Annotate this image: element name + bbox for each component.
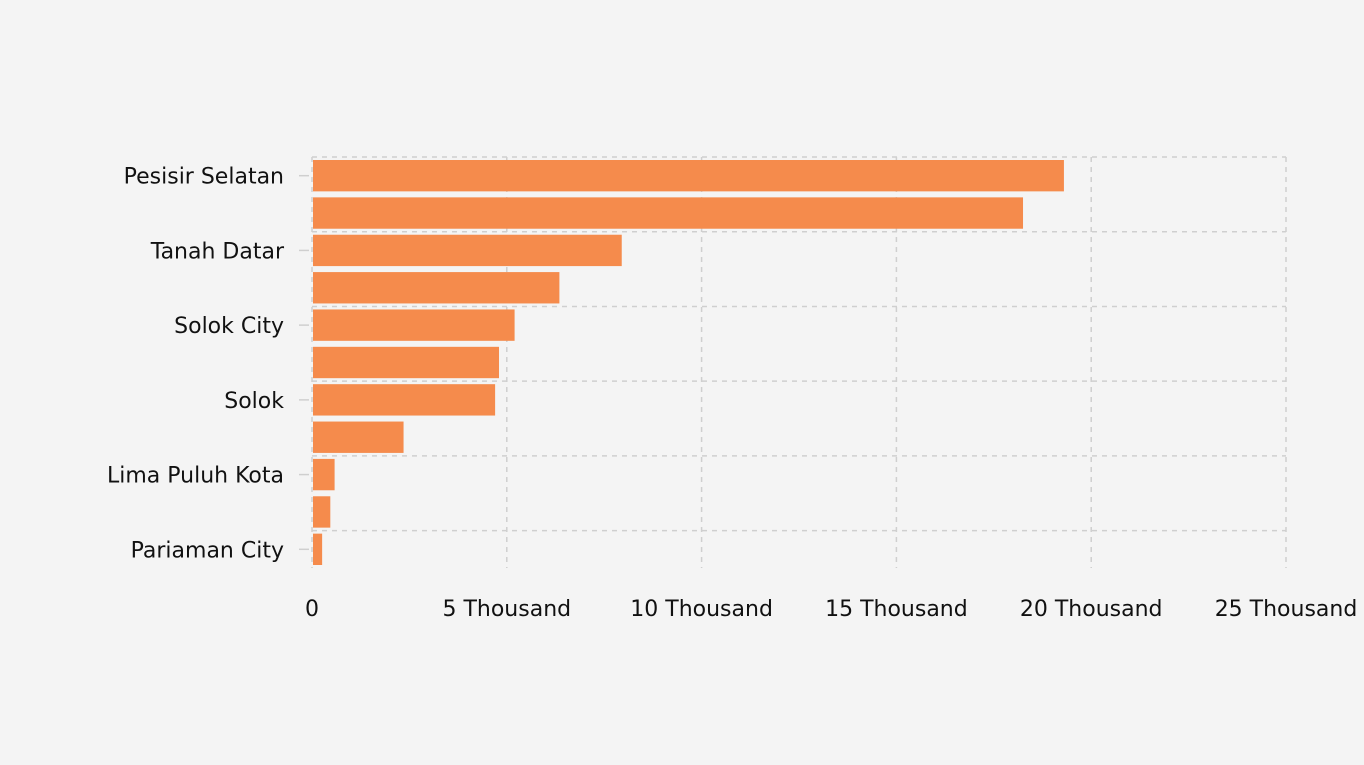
y-tick-label: Pariaman City xyxy=(131,538,284,563)
bar xyxy=(313,458,335,491)
bar xyxy=(313,533,323,565)
bar xyxy=(313,346,500,379)
y-axis-labels: Pesisir Selatan Tanah Datar Solok City Solo… xyxy=(107,165,309,563)
bar xyxy=(313,272,560,304)
y-tick-label: Tanah Datar xyxy=(150,239,285,264)
x-tick-label: 5 Thousand xyxy=(442,597,571,622)
x-tick-label: 20 Thousand xyxy=(1020,597,1163,622)
y-tick-label: Lima Puluh Kota xyxy=(107,464,284,489)
y-tick-label: Pesisir Selatan xyxy=(124,165,284,190)
y-tick-label: Solok City xyxy=(174,314,284,339)
bar xyxy=(313,496,331,528)
bar xyxy=(313,309,515,341)
bar xyxy=(313,197,1024,229)
x-tick-label: 15 Thousand xyxy=(825,597,968,622)
y-tick-label: Solok xyxy=(224,389,284,414)
bar xyxy=(313,421,404,453)
bar xyxy=(313,234,622,267)
x-tick-label: 0 xyxy=(305,597,319,622)
x-tick-label: 25 Thousand xyxy=(1215,597,1358,622)
bar xyxy=(313,384,496,416)
x-axis-labels: 0 5 Thousand 10 Thousand 15 Thousand 20 Thou… xyxy=(305,597,1357,622)
x-tick-label: 10 Thousand xyxy=(630,597,773,622)
bar xyxy=(313,160,1064,192)
grid-layer xyxy=(311,156,1287,568)
bar-layer xyxy=(313,160,1064,565)
